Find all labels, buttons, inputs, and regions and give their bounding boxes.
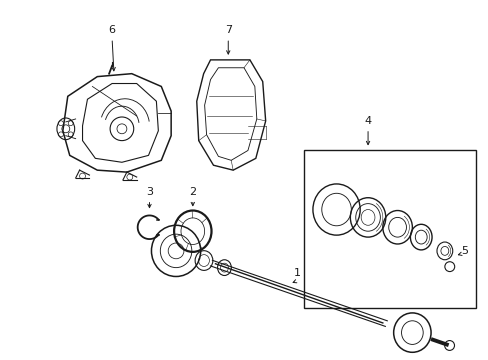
Text: 1: 1 [293,268,300,278]
Text: 4: 4 [364,116,371,126]
Text: 7: 7 [224,25,231,35]
Text: 3: 3 [146,187,153,197]
Text: 5: 5 [460,246,467,256]
Text: 6: 6 [108,25,115,35]
Text: 2: 2 [189,187,196,197]
Bar [304,150,475,308]
